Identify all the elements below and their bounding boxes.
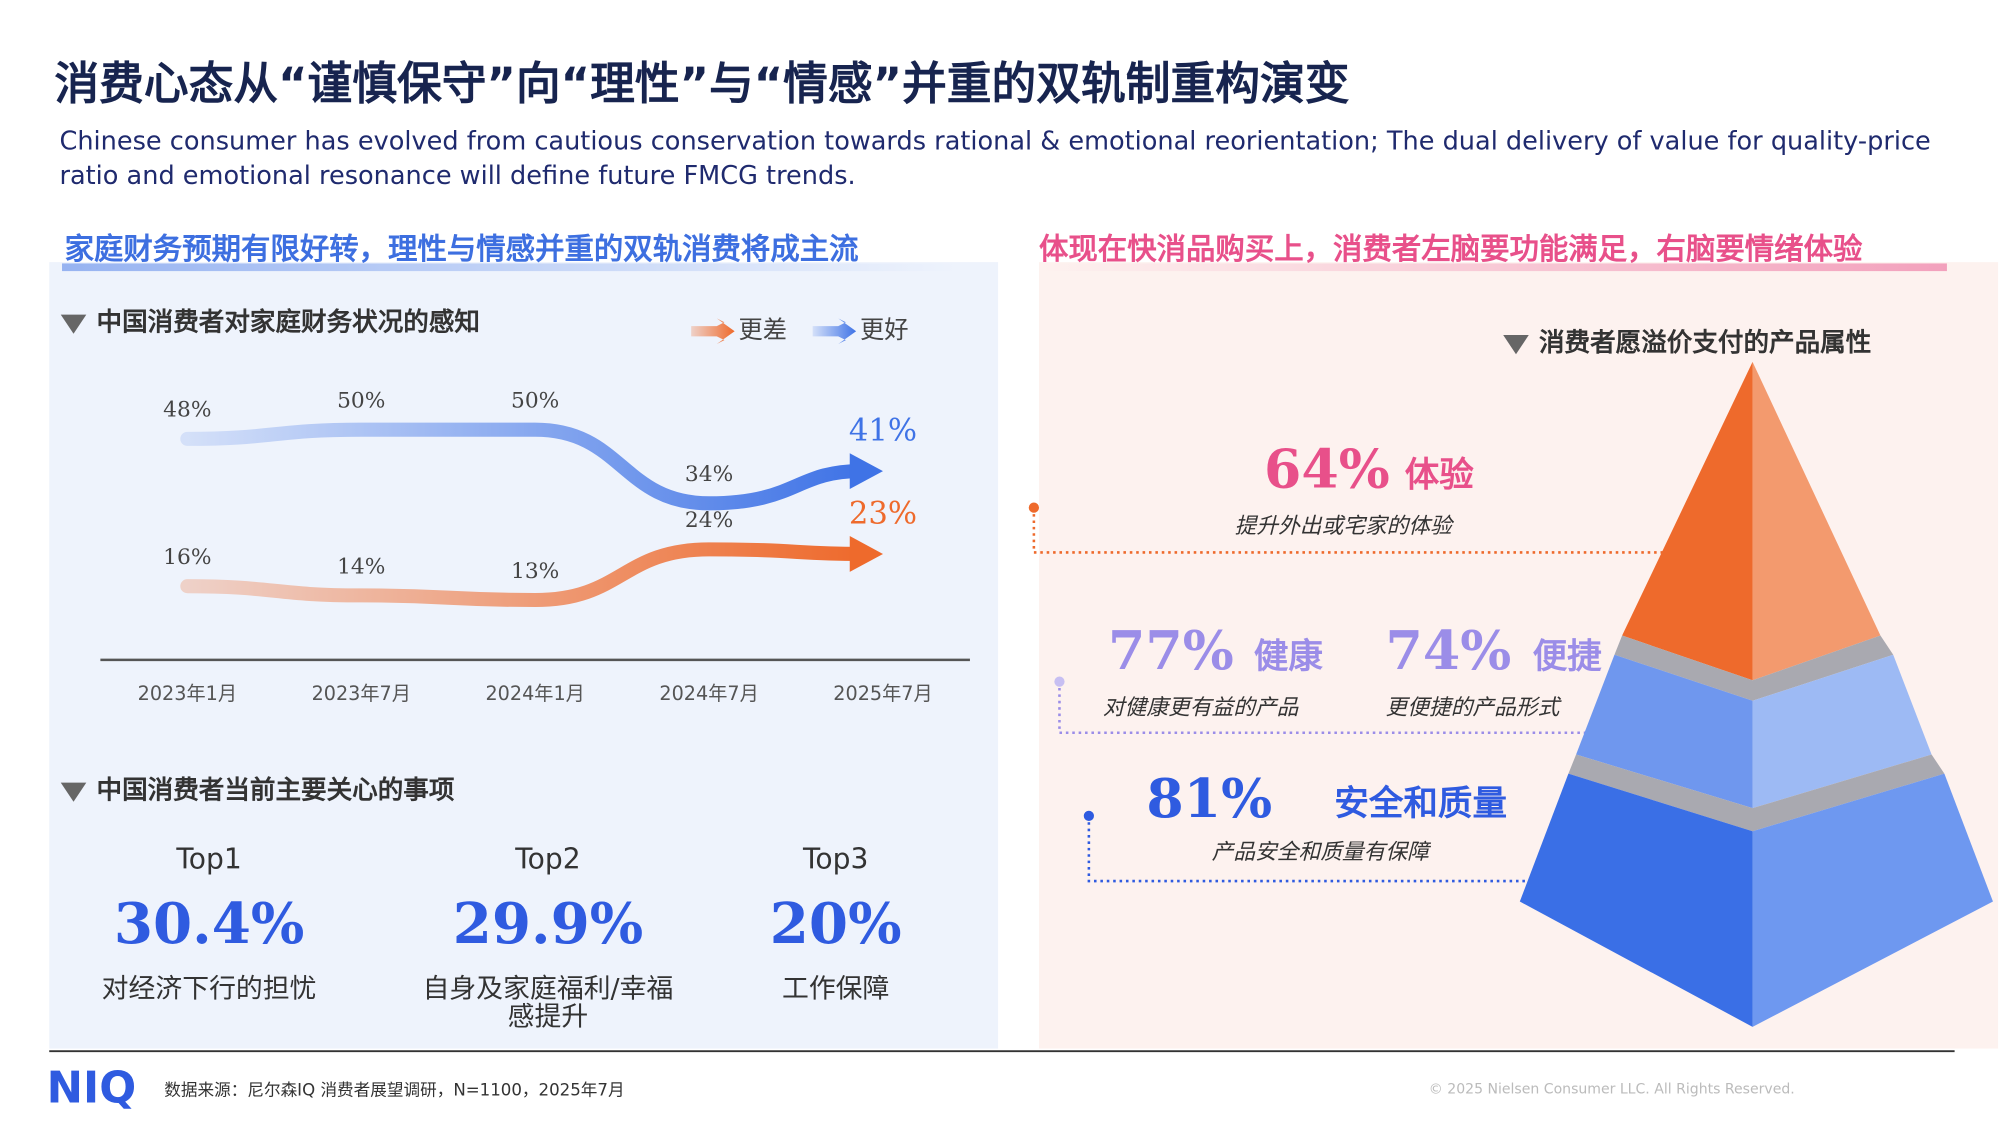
pyramid-face [1576, 654, 1753, 809]
subtitle: Chinese consumer has evolved from cautio… [59, 125, 1931, 191]
leader-dot [1083, 810, 1094, 821]
concern-label: 工作保障 [781, 974, 890, 1004]
x-tick-label: 2025年7月 [833, 682, 932, 705]
attr-value: 77% [1108, 619, 1234, 682]
attr-name: 健康 [1254, 637, 1324, 677]
pyramid-face [1752, 654, 1932, 809]
data-label: 23% [849, 497, 917, 532]
concern-label: 自身及家庭福利/幸福感提升 [422, 974, 674, 1032]
attr-name: 体验 [1405, 455, 1475, 495]
leader-dot [1028, 502, 1040, 513]
legend-label: 更好 [860, 315, 909, 344]
rank: Top2 [514, 843, 580, 876]
triangle-icon [60, 782, 87, 802]
subtitle-box: Chinese consumer has evolved from cautio… [59, 125, 1931, 191]
data-label: 16% [163, 545, 211, 570]
attr-desc: 提升外出或宅家的体验 [1235, 514, 1454, 539]
section-title: 中国消费者当前主要关心的事项 [97, 776, 455, 806]
pyramid-face [1622, 361, 1753, 681]
concern-label: 对经济下行的担忧 [101, 974, 317, 1004]
logo: NIQ [47, 1063, 137, 1113]
x-tick-label: 2024年7月 [659, 682, 758, 705]
source: 数据来源：尼尔森IQ 消费者展望调研，N=1100，2025年7月 [164, 1080, 624, 1099]
data-label: 24% [685, 508, 733, 533]
x-tick-label: 2024年1月 [485, 682, 584, 705]
pyramid-title: 消费者愿溢价支付的产品属性 [1539, 328, 1871, 358]
data-label: 50% [337, 389, 385, 414]
series-line [180, 542, 868, 608]
triangle-icon [60, 314, 87, 334]
data-label: 41% [849, 414, 917, 449]
heading-underline [1039, 263, 1947, 272]
concern-label-box: 对经济下行的担忧 [101, 974, 317, 1004]
legend-marker [691, 318, 735, 344]
concern-value: 29.9% [453, 891, 643, 957]
pyramid-face [1752, 773, 1993, 1027]
pyramid-face [1752, 361, 1881, 681]
attr-desc: 产品安全和质量有保障 [1212, 840, 1431, 865]
attr-desc: 对健康更有益的产品 [1103, 695, 1300, 720]
data-label: 14% [337, 554, 385, 579]
attr-value: 74% [1386, 619, 1512, 682]
concern-label-box: 工作保障 [781, 974, 890, 1004]
rank: Top1 [175, 843, 241, 876]
pyramid-face [1519, 773, 1753, 1027]
chart-title: 中国消费者对家庭财务状况的感知 [97, 308, 480, 338]
leader-line [1032, 507, 1734, 554]
attr-value: 81% [1146, 767, 1272, 830]
attr-value: 64% [1264, 437, 1390, 500]
right-heading: 体现在快消品购买上，消费者左脑要功能满足，右脑要情绪体验 [1039, 232, 1863, 266]
pyramid-band [1568, 754, 1945, 832]
series-line [180, 422, 868, 511]
leader-dot [1054, 676, 1065, 687]
data-label: 13% [511, 559, 559, 584]
attr-name: 安全和质量 [1334, 784, 1507, 824]
line-arrowhead [849, 536, 883, 572]
triangle-icon [1503, 335, 1529, 355]
leader-line [1087, 815, 1596, 883]
line-arrowhead [849, 453, 883, 490]
legend-label: 更差 [738, 315, 787, 344]
attr-desc: 更便捷的产品形式 [1386, 695, 1563, 720]
concern-label-box: 自身及家庭福利/幸福感提升 [422, 974, 674, 1032]
leader-line [1058, 681, 1651, 735]
x-tick-label: 2023年1月 [138, 682, 237, 705]
pyramid-band [1614, 635, 1894, 701]
heading-underline [62, 263, 958, 272]
attr-name: 便捷 [1533, 637, 1603, 677]
left-panel [49, 262, 999, 1049]
data-label: 48% [163, 398, 211, 423]
data-label: 50% [511, 389, 559, 414]
concern-value: 20% [770, 891, 902, 957]
rank: Top3 [802, 843, 868, 876]
left-heading: 家庭财务预期有限好转，理性与情感并重的双轨消费将成主流 [65, 232, 859, 266]
x-tick-label: 2023年7月 [312, 682, 411, 705]
legend-marker [812, 318, 857, 344]
title: 消费心态从“谨慎保守”向“理性”与“情感”并重的双轨制重构演变 [54, 57, 1349, 110]
data-label: 34% [685, 462, 733, 487]
concern-value: 30.4% [114, 891, 304, 957]
leader-lines [1032, 507, 1734, 883]
copyright: © 2025 Nielsen Consumer LLC. All Rights … [1429, 1082, 1795, 1098]
pyramid [1519, 361, 1993, 1027]
